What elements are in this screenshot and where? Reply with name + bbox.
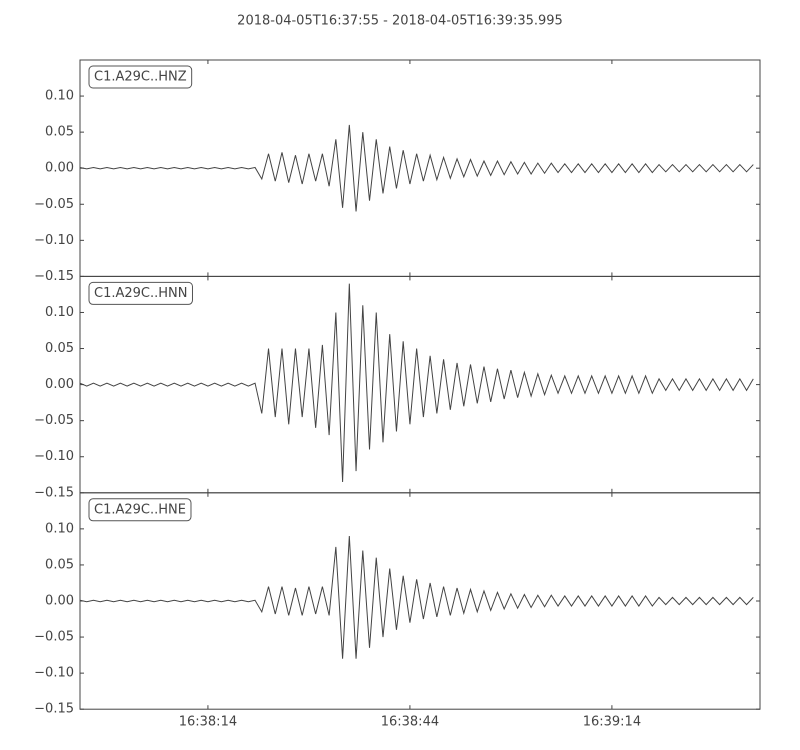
trace	[79, 283, 754, 482]
trace	[79, 536, 754, 659]
y-tick-label: 0.00	[45, 594, 74, 609]
channel-label: C1.A29C..HNE	[94, 502, 186, 517]
y-tick-label: 0.00	[45, 161, 74, 176]
y-tick-label: 0.10	[45, 305, 74, 320]
channel-label: C1.A29C..HNN	[94, 286, 187, 301]
channel-label-box	[88, 498, 192, 522]
chart-title: 2018-04-05T16:37:55 - 2018-04-05T16:39:3…	[237, 14, 563, 29]
x-tick-label: 16:38:14	[179, 715, 237, 730]
y-tick-label: 0.05	[45, 125, 74, 140]
y-tick-label: −0.05	[34, 630, 74, 645]
y-tick-label: 0.10	[45, 521, 74, 536]
y-tick-label: −0.10	[34, 666, 74, 681]
channel-label-box	[88, 281, 193, 305]
y-tick-label: −0.10	[34, 233, 74, 248]
y-tick-label: −0.15	[34, 702, 74, 717]
y-tick-label: −0.10	[34, 449, 74, 464]
y-tick-label: 0.10	[45, 89, 74, 104]
y-tick-label: −0.05	[34, 197, 74, 212]
x-tick-label: 16:38:44	[381, 715, 439, 730]
y-tick-label: −0.15	[34, 485, 74, 500]
y-tick-label: 0.00	[45, 377, 74, 392]
channel-label-box	[88, 65, 193, 89]
y-tick-label: −0.15	[34, 269, 74, 284]
trace	[79, 124, 754, 212]
y-tick-label: 0.05	[45, 557, 74, 572]
x-tick-label: 16:39:14	[583, 715, 641, 730]
channel-label: C1.A29C..HNZ	[94, 70, 187, 85]
y-tick-label: −0.05	[34, 413, 74, 428]
y-tick-label: 0.05	[45, 341, 74, 356]
